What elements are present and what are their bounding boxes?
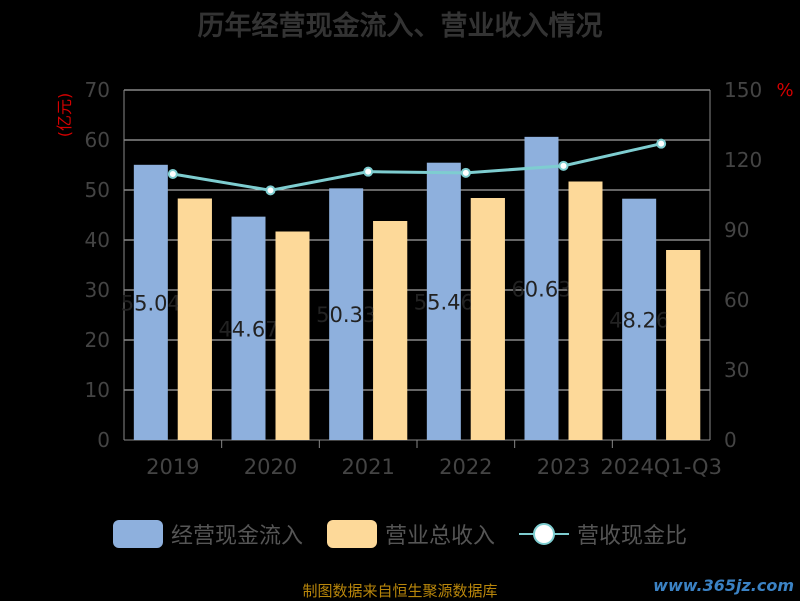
data-label-cash-inflow: 60.63 bbox=[511, 277, 571, 301]
y-right-tick-label: 30 bbox=[724, 358, 749, 382]
data-label-cash-inflow: 50.33 bbox=[316, 303, 376, 327]
bar-revenue-overlay bbox=[470, 198, 505, 440]
data-label-cash-inflow: 44.67 bbox=[218, 317, 278, 341]
legend-label-revenue: 营业总收入 bbox=[384, 524, 495, 549]
bar-cash-inflow bbox=[622, 198, 657, 440]
bar-cash-inflow bbox=[231, 216, 266, 440]
point-cash-ratio bbox=[363, 166, 374, 177]
data-label-cash-inflow: 55.04 bbox=[121, 291, 181, 315]
watermark-logo: www.365jz.com bbox=[653, 576, 794, 595]
y-right-tick-label: 150 bbox=[724, 78, 762, 102]
point-cash-ratio bbox=[656, 138, 667, 149]
legend-swatch-revenue bbox=[326, 520, 377, 548]
bar-revenue-overlay bbox=[568, 181, 603, 440]
y-left-axis-label: (亿元) bbox=[55, 93, 74, 138]
bar-cash-inflow bbox=[329, 188, 364, 440]
y-right-tick-label: 120 bbox=[724, 148, 762, 172]
bar-revenue-overlay bbox=[666, 250, 701, 440]
point-cash-ratio bbox=[558, 160, 569, 171]
point-cash-ratio bbox=[460, 167, 471, 178]
legend-swatch-cash-inflow bbox=[112, 520, 163, 548]
bar-revenue-overlay bbox=[373, 221, 408, 440]
legend-label-cash-ratio: 营收现金比 bbox=[577, 524, 688, 549]
data-label-cash-inflow: 48.26 bbox=[609, 308, 669, 332]
point-cash-ratio bbox=[265, 185, 276, 196]
point-cash-ratio bbox=[167, 169, 178, 179]
bar-cash-inflow bbox=[426, 162, 461, 440]
chart-title: 历年经营现金流入、营业收入情况 bbox=[197, 11, 603, 42]
y-right-tick-label: 0 bbox=[724, 428, 737, 452]
y-left-tick-label: 50 bbox=[85, 178, 110, 202]
bar-revenue-overlay bbox=[275, 231, 310, 440]
y-right-tick-label: 60 bbox=[724, 288, 749, 312]
chart-legend: 经营现金流入 营业总收入 营收现金比 bbox=[0, 518, 800, 550]
x-tick-label: 2021 bbox=[341, 455, 394, 479]
x-tick-label: 2020 bbox=[244, 455, 297, 479]
legend-item-cash-ratio[interactable]: 营收现金比 bbox=[519, 518, 687, 550]
bar-cash-inflow bbox=[524, 136, 559, 440]
x-tick-label: 2019 bbox=[146, 455, 199, 479]
y-left-tick-label: 70 bbox=[85, 78, 110, 102]
legend-item-cash-inflow[interactable]: 经营现金流入 bbox=[112, 518, 303, 550]
y-right-tick-label: 90 bbox=[724, 218, 749, 242]
x-tick-label: 2022 bbox=[439, 455, 492, 479]
legend-item-revenue[interactable]: 营业总收入 bbox=[326, 518, 495, 550]
legend-line-swatch-cash-ratio bbox=[519, 520, 569, 548]
y-left-tick-label: 20 bbox=[85, 328, 110, 352]
y-left-tick-label: 30 bbox=[85, 278, 110, 302]
legend-label-cash-inflow: 经营现金流入 bbox=[170, 524, 303, 549]
data-label-cash-inflow: 55.46 bbox=[414, 290, 474, 314]
x-tick-label: 2023 bbox=[537, 455, 590, 479]
y-left-tick-label: 10 bbox=[85, 378, 110, 402]
y-left-tick-label: 40 bbox=[85, 228, 110, 252]
x-tick-label: 2024Q1-Q3 bbox=[600, 455, 722, 479]
y-left-tick-label: 0 bbox=[97, 428, 110, 452]
bar-cash-inflow bbox=[133, 164, 168, 441]
y-right-axis-label: % bbox=[776, 80, 793, 101]
data-source-note: 制图数据来自恒生聚源数据库 bbox=[302, 582, 498, 600]
y-left-tick-label: 60 bbox=[85, 128, 110, 152]
line-cash-ratio bbox=[172, 142, 662, 192]
bar-revenue-overlay bbox=[177, 198, 212, 440]
